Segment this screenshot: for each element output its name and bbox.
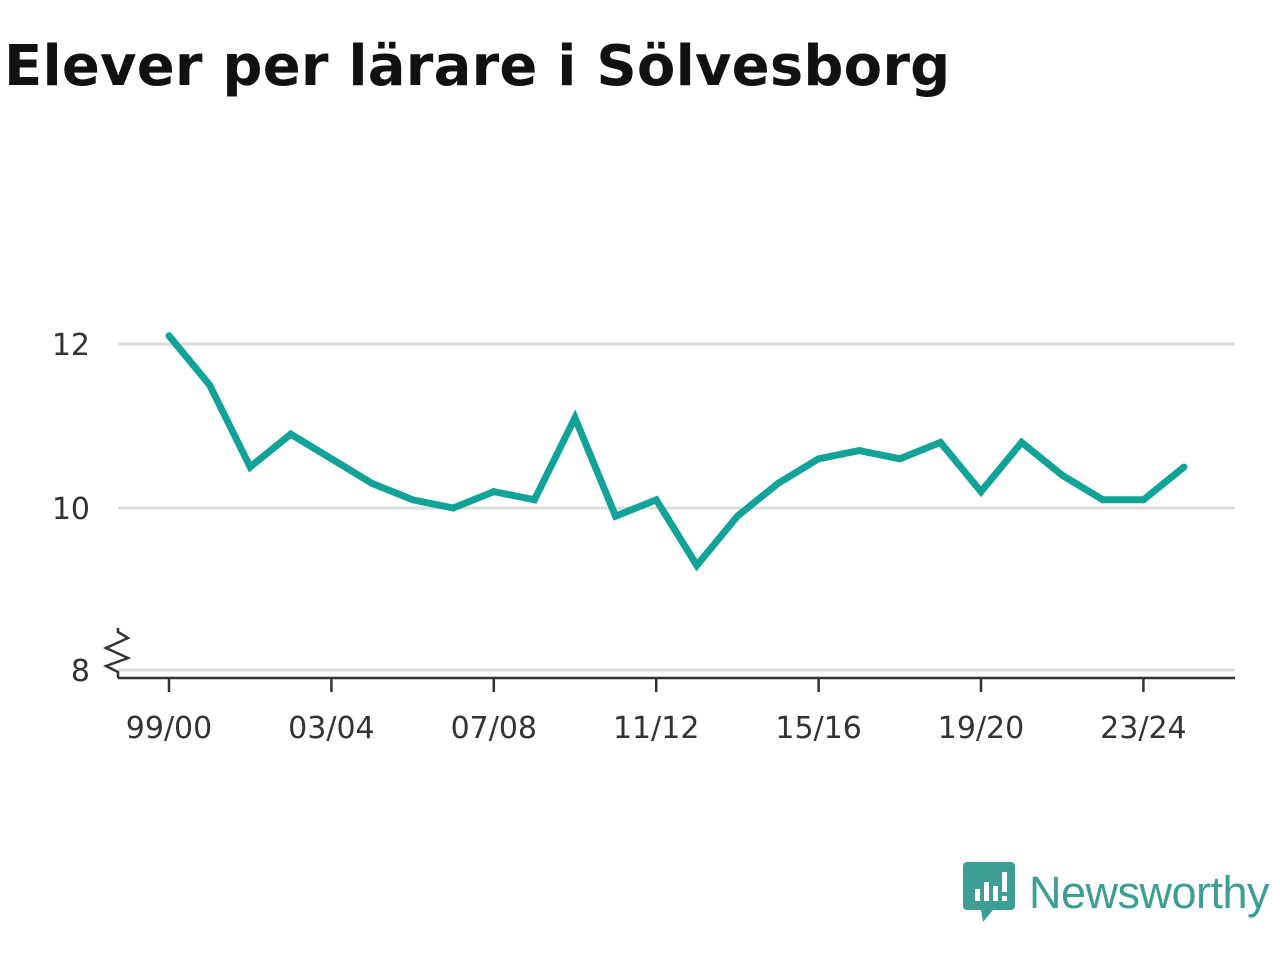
data-point xyxy=(936,438,944,446)
data-point xyxy=(896,455,904,463)
x-tick-label: 23/24 xyxy=(1100,711,1186,746)
x-tick-label: 03/04 xyxy=(288,711,374,746)
y-tick-label: 10 xyxy=(52,492,90,527)
data-point xyxy=(327,455,335,463)
series-layer xyxy=(165,332,1188,572)
data-point xyxy=(977,488,985,496)
x-tick-label: 11/12 xyxy=(613,711,699,746)
data-point xyxy=(612,512,620,520)
data-point xyxy=(1099,496,1107,504)
data-point xyxy=(368,479,376,487)
newsworthy-logo-icon xyxy=(963,862,1015,922)
y-tick-label: 12 xyxy=(52,328,90,363)
gridlines xyxy=(118,342,1235,672)
data-point xyxy=(855,447,863,455)
brand-logo: Newsworthy xyxy=(963,862,1270,924)
data-point xyxy=(774,479,782,487)
x-tick-label: 99/00 xyxy=(126,711,212,746)
data-point xyxy=(733,512,741,520)
chart-title: Elever per lärare i Sölvesborg xyxy=(4,34,951,99)
data-point xyxy=(490,488,498,496)
data-point xyxy=(165,332,173,340)
x-axis-ticks: 99/00 03/04 07/08 11/12 15/16 19/20 23/24 xyxy=(126,678,1187,746)
data-point xyxy=(1058,471,1066,479)
data-point xyxy=(1018,438,1026,446)
data-point xyxy=(206,381,214,389)
y-tick-label: 8 xyxy=(71,654,90,689)
data-point xyxy=(652,496,660,504)
data-point xyxy=(571,414,579,422)
data-point xyxy=(287,430,295,438)
data-point xyxy=(1139,496,1147,504)
x-tick-label: 15/16 xyxy=(775,711,861,746)
x-tick-label: 19/20 xyxy=(938,711,1024,746)
data-point xyxy=(1180,463,1188,471)
series-line-0 xyxy=(166,333,1187,572)
data-point xyxy=(693,561,701,569)
data-point xyxy=(409,496,417,504)
data-point xyxy=(530,496,538,504)
data-point xyxy=(815,455,823,463)
y-axis-tick-labels: 8 10 12 xyxy=(52,328,90,689)
brand-name: Newsworthy xyxy=(1029,867,1270,918)
data-point xyxy=(246,463,254,471)
x-tick-label: 07/08 xyxy=(451,711,537,746)
data-point xyxy=(449,504,457,512)
axis-break-symbol xyxy=(102,628,132,678)
